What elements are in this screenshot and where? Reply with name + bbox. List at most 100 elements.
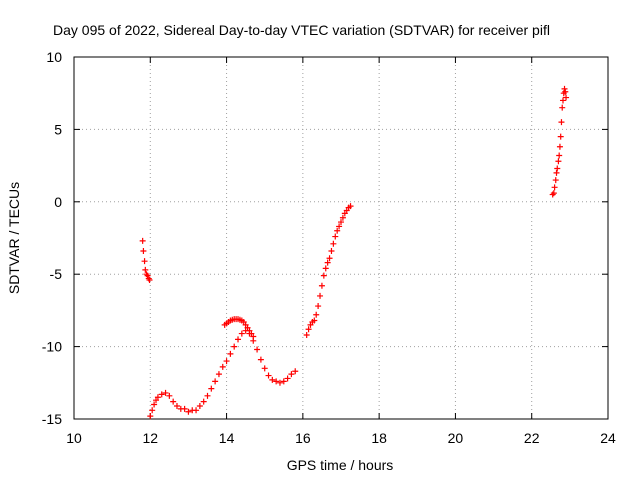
- grid-lines: [74, 57, 608, 419]
- data-point: [257, 356, 264, 363]
- data-point: [556, 143, 563, 150]
- data-point: [557, 133, 564, 140]
- x-tick-label: 24: [600, 430, 616, 446]
- data-point: [151, 401, 158, 408]
- series-segment-5: [549, 85, 570, 198]
- data-point: [318, 282, 325, 289]
- data-point: [166, 392, 173, 399]
- data-point: [313, 311, 320, 318]
- data-point: [317, 292, 324, 299]
- data-point: [315, 303, 322, 310]
- data-point: [320, 272, 327, 279]
- y-tick-label: 0: [54, 194, 62, 210]
- data-point: [185, 408, 192, 415]
- data-point: [336, 223, 343, 230]
- data-point: [328, 248, 335, 255]
- data-point: [563, 94, 570, 101]
- data-point: [269, 376, 276, 383]
- x-axis-label: GPS time / hours: [287, 457, 394, 473]
- data-point: [553, 169, 560, 176]
- chart-title: Day 095 of 2022, Sidereal Day-to-day VTE…: [53, 22, 550, 38]
- data-point: [347, 203, 354, 210]
- data-point: [208, 385, 215, 392]
- data-point: [265, 372, 272, 379]
- data-point: [326, 255, 333, 262]
- data-point: [562, 88, 569, 95]
- x-tick-label: 20: [448, 430, 464, 446]
- series-segment-1: [139, 237, 153, 283]
- data-point: [204, 392, 211, 399]
- data-point: [334, 227, 341, 234]
- data-point: [196, 402, 203, 409]
- series-segment-4: [303, 203, 354, 339]
- data-point: [554, 165, 561, 172]
- data-point: [332, 233, 339, 240]
- data-point: [212, 378, 219, 385]
- data-point: [555, 158, 562, 165]
- data-point: [162, 389, 169, 396]
- data-point: [550, 190, 557, 197]
- data-point: [339, 214, 346, 221]
- data-point: [193, 407, 200, 414]
- data-point: [558, 119, 565, 126]
- data-point: [261, 365, 268, 372]
- data-point: [219, 363, 226, 370]
- x-tick-label: 16: [295, 430, 311, 446]
- data-point: [305, 326, 312, 333]
- data-point: [215, 371, 222, 378]
- data-point: [288, 371, 295, 378]
- data-point: [146, 276, 153, 283]
- y-tick-label: -10: [42, 339, 62, 355]
- data-point: [141, 258, 148, 265]
- data-point: [200, 398, 207, 405]
- series-segment-2: [147, 327, 299, 420]
- data-point: [139, 237, 146, 244]
- data-point: [142, 266, 149, 273]
- y-tick-label: -15: [42, 411, 62, 427]
- data-point: [280, 378, 287, 385]
- data-point: [303, 332, 310, 339]
- data-point: [311, 317, 318, 324]
- data-point: [561, 85, 568, 92]
- data-point: [273, 378, 280, 385]
- x-tick-label: 12: [142, 430, 158, 446]
- data-point: [223, 358, 230, 365]
- data-point: [330, 240, 337, 247]
- data-point: [556, 152, 563, 159]
- x-tick-label: 10: [66, 430, 82, 446]
- data-point: [181, 405, 188, 412]
- data-point: [147, 413, 154, 420]
- data-point: [227, 350, 234, 357]
- data-point: [551, 184, 558, 191]
- data-point: [158, 391, 165, 398]
- y-tick-label: 10: [46, 49, 62, 65]
- data-point: [559, 104, 566, 111]
- data-points: [139, 85, 570, 420]
- x-tick-label: 18: [371, 430, 387, 446]
- series-segment-3: [221, 316, 257, 340]
- data-point: [549, 191, 556, 198]
- data-point: [338, 219, 344, 226]
- data-point: [324, 259, 331, 266]
- data-point: [154, 394, 161, 401]
- y-axis-label: SDTVAR / TECUs: [6, 182, 22, 294]
- plot-border: [73, 56, 609, 420]
- axes: [73, 56, 609, 420]
- data-point: [149, 407, 156, 414]
- data-point: [140, 248, 147, 255]
- data-point: [170, 398, 177, 405]
- x-tick-label: 14: [219, 430, 235, 446]
- data-point: [292, 368, 299, 375]
- y-tick-label: 5: [54, 121, 62, 137]
- data-point: [144, 272, 151, 279]
- x-tick-label: 22: [524, 430, 540, 446]
- data-point: [559, 97, 566, 104]
- y-axis-ticks: -15 -10 -5 0 5 10: [42, 49, 608, 427]
- data-point: [552, 177, 559, 184]
- x-axis-ticks: 10 12 14 16 18 20 22 24: [66, 57, 616, 446]
- data-point: [250, 333, 257, 340]
- data-point: [276, 379, 283, 386]
- y-tick-label: -5: [50, 266, 63, 282]
- data-point: [254, 346, 261, 353]
